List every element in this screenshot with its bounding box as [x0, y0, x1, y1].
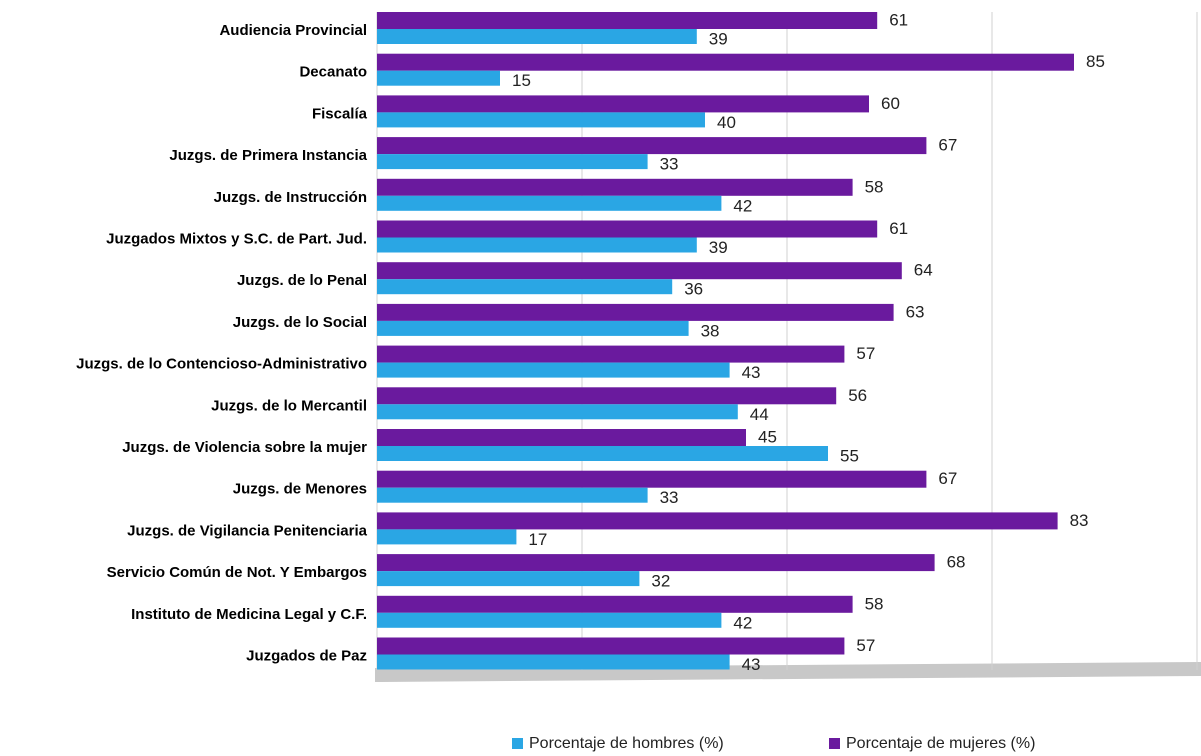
y-tick-label: Juzgs. de Instrucción — [214, 189, 367, 206]
y-tick-label: Juzgs. de Violencia sobre la mujer — [122, 439, 367, 456]
value-label: 58 — [865, 177, 884, 196]
value-label: 61 — [889, 219, 908, 238]
bar — [377, 554, 935, 572]
y-tick-label: Fiscalía — [312, 105, 368, 122]
bar — [377, 53, 1074, 71]
bar — [377, 637, 845, 655]
value-label: 60 — [881, 94, 900, 113]
bar — [377, 220, 878, 238]
value-label: 32 — [651, 572, 670, 591]
value-label: 42 — [733, 613, 752, 632]
bar — [377, 95, 869, 113]
legend-label: Porcentaje de hombres (%) — [529, 735, 724, 752]
bar — [377, 446, 828, 461]
bar — [377, 195, 722, 211]
bar — [377, 303, 894, 321]
bar — [377, 29, 697, 44]
bar — [377, 612, 722, 628]
bar — [377, 404, 738, 420]
value-label: 61 — [889, 10, 908, 29]
legend-label: Porcentaje de mujeres (%) — [846, 735, 1035, 752]
value-label: 57 — [856, 636, 875, 655]
y-tick-label: Juzgs. de lo Contencioso-Administrativo — [76, 356, 367, 373]
bar — [377, 137, 927, 155]
bar — [377, 12, 878, 29]
y-tick-label: Servicio Común de Not. Y Embargos — [107, 564, 367, 581]
bar — [377, 237, 697, 253]
value-label: 33 — [660, 155, 679, 174]
value-label: 67 — [938, 469, 957, 488]
value-label: 40 — [717, 113, 736, 132]
value-label: 85 — [1086, 52, 1105, 71]
bar — [377, 70, 500, 86]
bar — [377, 320, 689, 336]
bar — [377, 571, 640, 587]
value-label: 38 — [701, 321, 720, 340]
bar — [377, 279, 673, 295]
y-tick-label: Juzgs. de Primera Instancia — [169, 147, 367, 164]
value-label: 42 — [733, 196, 752, 215]
value-label: 39 — [709, 238, 728, 257]
y-tick-label: Juzgados de Paz — [246, 647, 367, 664]
y-tick-label: Juzgs. de lo Mercantil — [211, 397, 367, 414]
value-label: 83 — [1070, 511, 1089, 530]
value-label: 67 — [938, 136, 957, 155]
bar — [377, 654, 730, 670]
y-tick-label: Juzgs. de lo Social — [233, 314, 367, 331]
value-label: 57 — [856, 344, 875, 363]
bar — [377, 487, 648, 503]
bar — [377, 112, 705, 128]
bar — [377, 529, 517, 545]
value-label: 36 — [684, 280, 703, 299]
value-label: 45 — [758, 427, 777, 446]
y-tick-label: Juzgs. de Vigilancia Penitenciaria — [127, 522, 367, 539]
legend-swatch — [829, 738, 840, 749]
value-label: 43 — [742, 363, 761, 382]
value-label: 43 — [742, 655, 761, 674]
bar — [377, 362, 730, 378]
value-label: 15 — [512, 71, 531, 90]
value-label: 17 — [528, 530, 547, 549]
bar — [377, 470, 927, 488]
legend-swatch — [512, 738, 523, 749]
value-label: 55 — [840, 446, 859, 465]
value-label: 39 — [709, 29, 728, 48]
bar — [377, 154, 648, 170]
value-label: 64 — [914, 261, 933, 280]
y-tick-label: Instituto de Medicina Legal y C.F. — [131, 606, 367, 623]
bar — [377, 178, 853, 196]
y-tick-label: Decanato — [299, 64, 367, 81]
bar — [377, 512, 1058, 530]
bar — [377, 345, 845, 363]
bar — [377, 387, 837, 405]
value-label: 33 — [660, 488, 679, 507]
y-tick-label: Juzgs. de lo Penal — [237, 272, 367, 289]
y-tick-label: Juzgados Mixtos y S.C. de Part. Jud. — [106, 230, 367, 247]
value-label: 68 — [947, 553, 966, 572]
bar — [377, 429, 746, 446]
value-label: 63 — [906, 302, 925, 321]
bar — [377, 595, 853, 613]
y-tick-label: Audiencia Provincial — [219, 22, 367, 39]
value-label: 44 — [750, 405, 769, 424]
value-label: 58 — [865, 594, 884, 613]
y-tick-label: Juzgs. de Menores — [233, 481, 367, 498]
value-label: 56 — [848, 386, 867, 405]
bar — [377, 262, 902, 280]
